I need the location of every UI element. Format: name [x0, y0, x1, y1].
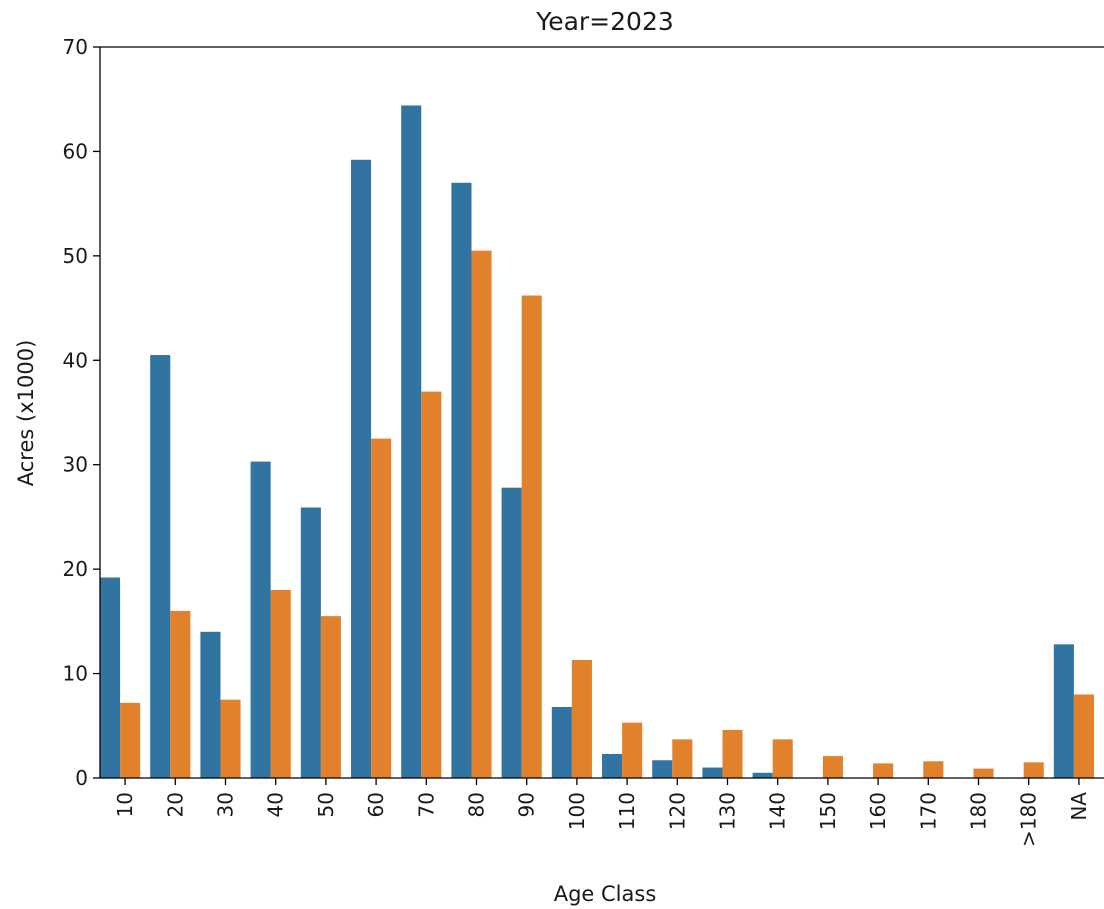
- bar-series2-150: [822, 756, 843, 778]
- y-tick-label: 60: [63, 139, 88, 163]
- bar-series2-40: [270, 590, 291, 778]
- bar-series1-130: [702, 767, 723, 778]
- bar-series1-120: [652, 760, 673, 778]
- bar-series2-70: [421, 391, 442, 778]
- x-tick-label: NA: [1067, 792, 1091, 821]
- bar-series1-NA: [1053, 644, 1074, 778]
- bar-series2-NA: [1073, 694, 1094, 778]
- x-tick-label: 40: [264, 792, 288, 817]
- bar-series1-20: [150, 355, 171, 778]
- y-axis: 0 10 20 30 40 50 60 70: [63, 35, 100, 790]
- bar-series1-10: [100, 577, 121, 778]
- x-tick-label: 140: [766, 792, 790, 830]
- bar-series2-160: [873, 763, 894, 778]
- y-tick-label: 10: [63, 662, 88, 686]
- bar-series1-110: [602, 753, 623, 778]
- plot-bars: [100, 105, 1094, 779]
- bar-series1-30: [200, 631, 221, 778]
- bar-series2-170: [923, 761, 944, 778]
- bar-series1-80: [451, 182, 472, 778]
- x-tick-label: 70: [414, 792, 438, 817]
- bar-series2-180: [973, 768, 994, 778]
- bar-series2-100: [571, 660, 592, 778]
- y-tick-label: 70: [63, 35, 88, 59]
- bar-series2-80: [471, 250, 492, 778]
- x-tick-label: 90: [515, 792, 539, 817]
- y-tick-label: 50: [63, 244, 88, 268]
- bar-series2-60: [371, 438, 392, 778]
- x-tick-label: 10: [113, 792, 137, 817]
- bar-series1-100: [551, 706, 572, 778]
- x-axis: 10 20 30 40 50 60 70 80 90 100 110 120 130 140 150 160 1…: [113, 778, 1091, 847]
- x-tick-label: 50: [314, 792, 338, 817]
- x-axis-label: Age Class: [554, 882, 657, 906]
- x-tick-label: 110: [615, 792, 639, 830]
- x-tick-label: >180: [1017, 792, 1041, 847]
- y-tick-label: 20: [63, 557, 88, 581]
- x-tick-label: 130: [716, 792, 740, 830]
- bar-series2-140: [772, 739, 793, 778]
- y-tick-label: 40: [63, 348, 88, 372]
- x-tick-label: 160: [866, 792, 890, 830]
- x-tick-label: 80: [465, 792, 489, 817]
- bar-series2->180: [1023, 762, 1044, 778]
- bar-series1-140: [752, 772, 773, 778]
- chart-title: Year=2023: [535, 7, 674, 36]
- bar-series1-70: [401, 105, 422, 779]
- bar-series2-90: [521, 295, 542, 778]
- bar-series2-30: [220, 699, 241, 778]
- x-tick-label: 20: [163, 792, 187, 817]
- x-tick-label: 100: [565, 792, 589, 830]
- bar-series2-110: [622, 722, 643, 778]
- x-tick-label: 170: [916, 792, 940, 830]
- y-axis-label: Acres (x1000): [14, 340, 38, 487]
- bar-series2-120: [672, 739, 693, 778]
- x-tick-label: 120: [665, 792, 689, 830]
- x-tick-label: 150: [816, 792, 840, 830]
- bar-series2-10: [120, 702, 141, 778]
- bar-series1-50: [300, 507, 321, 778]
- x-tick-label: 30: [214, 792, 238, 817]
- x-tick-label: 180: [967, 792, 991, 830]
- bar-series2-20: [170, 610, 191, 778]
- bar-series1-40: [250, 461, 271, 778]
- y-tick-label: 0: [75, 766, 88, 790]
- bar-series2-130: [722, 729, 743, 778]
- bar-series1-60: [351, 159, 372, 778]
- x-tick-label: 60: [364, 792, 388, 817]
- bar-series2-50: [320, 616, 341, 778]
- y-tick-label: 30: [63, 453, 88, 477]
- bar-series1-90: [501, 487, 522, 778]
